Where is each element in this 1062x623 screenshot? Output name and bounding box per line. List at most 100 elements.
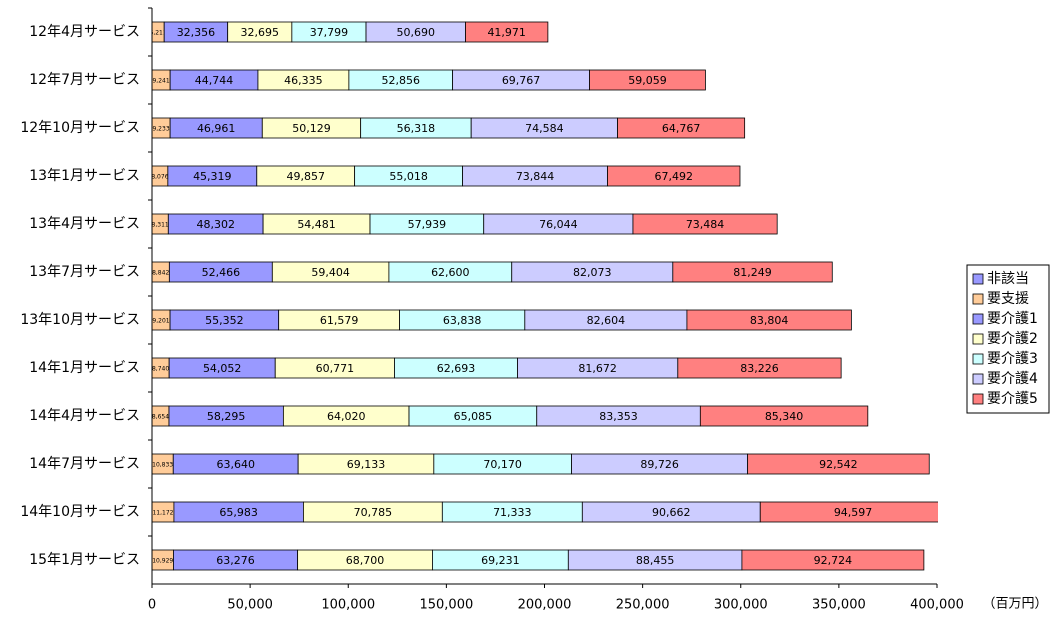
data-label: 50,129: [292, 122, 331, 135]
data-label: 64,767: [662, 122, 701, 135]
data-label: 73,844: [516, 170, 555, 183]
data-label: 65,085: [454, 410, 493, 423]
data-label: 52,856: [381, 74, 420, 87]
data-label: 46,961: [197, 122, 236, 135]
unit-label: （百万円）: [982, 597, 1047, 612]
bar-segment: [747, 453, 930, 475]
x-tick-label: 0: [148, 598, 156, 613]
legend-swatch: [972, 313, 984, 325]
data-label: 83,804: [750, 314, 789, 327]
data-label: 63,640: [216, 458, 255, 471]
data-label: 83,226: [740, 362, 779, 375]
legend-label: 要介護1: [987, 311, 1038, 327]
data-label: 32,695: [241, 26, 280, 39]
x-tick-label: 250,000: [616, 598, 670, 613]
data-label: 60,771: [316, 362, 355, 375]
legend-swatch: [972, 393, 984, 405]
data-label: 63,838: [443, 314, 482, 327]
data-label: 57,939: [408, 218, 447, 231]
data-label: 81,672: [578, 362, 617, 375]
plot-area: 6,211 32,356 32,695 37,799 50,690 41,971 9,241…: [151, 21, 938, 571]
data-label: 59,404: [311, 266, 350, 279]
data-label: 8,740: [152, 366, 169, 373]
data-label: 94,597: [834, 506, 873, 519]
y-tick-label: 14年1月サービス: [29, 360, 140, 376]
bar-segment: [686, 309, 852, 331]
data-label: 83,353: [599, 410, 638, 423]
legend-swatch: [972, 273, 984, 285]
data-label: 73,484: [686, 218, 725, 231]
y-tick-label: 12年10月サービス: [20, 120, 140, 136]
legend-swatch: [972, 373, 984, 385]
y-tick-label: 14年4月サービス: [29, 408, 140, 424]
data-label: 9,233: [152, 126, 169, 133]
y-tick-label: 13年7月サービス: [29, 264, 140, 280]
data-label: 8,311: [152, 222, 169, 229]
data-label: 85,340: [765, 410, 804, 423]
bar-segment: [617, 117, 746, 139]
y-tick-label: 14年10月サービス: [20, 504, 140, 520]
data-label: 92,542: [819, 458, 858, 471]
bar-segment: [465, 21, 549, 43]
y-tick-label: 12年4月サービス: [29, 24, 140, 40]
data-label: 88,455: [636, 554, 675, 567]
data-label: 70,170: [483, 458, 522, 471]
data-label: 11,172: [152, 510, 173, 517]
bar-segment: [759, 501, 938, 523]
data-label: 71,333: [493, 506, 532, 519]
bar-segment: [677, 357, 842, 379]
x-tick-label: 50,000: [227, 598, 273, 613]
data-label: 32,356: [177, 26, 216, 39]
data-label: 46,335: [284, 74, 323, 87]
data-label: 54,481: [297, 218, 336, 231]
y-tick-label: 13年10月サービス: [20, 312, 140, 328]
x-tick-label: 400,000: [910, 598, 964, 613]
x-tick-label: 150,000: [419, 598, 473, 613]
bar-segment: [589, 69, 706, 91]
data-label: 55,352: [205, 314, 244, 327]
data-label: 81,249: [733, 266, 772, 279]
bar-segment: [672, 261, 833, 283]
data-label: 54,052: [203, 362, 242, 375]
bar-segment: [607, 165, 741, 187]
data-label: 10,833: [152, 462, 173, 469]
data-label: 52,466: [202, 266, 241, 279]
data-label: 10,929: [152, 558, 173, 565]
data-label: 89,726: [640, 458, 679, 471]
data-label: 62,600: [431, 266, 470, 279]
data-label: 63,276: [216, 554, 255, 567]
data-label: 8,654: [152, 414, 169, 421]
legend-label: 要介護4: [987, 371, 1038, 387]
data-label: 41,971: [487, 26, 526, 39]
legend-label: 要支援: [987, 291, 1029, 307]
y-tick-label: 14年7月サービス: [29, 456, 140, 472]
data-label: 8,076: [151, 174, 168, 181]
data-label: 55,018: [389, 170, 428, 183]
legend-label: 要介護2: [987, 331, 1038, 347]
data-label: 64,020: [327, 410, 366, 423]
legend-swatch: [972, 353, 984, 365]
data-label: 62,693: [437, 362, 476, 375]
data-label: 69,767: [502, 74, 541, 87]
data-label: 82,073: [573, 266, 612, 279]
data-label: 61,579: [320, 314, 359, 327]
y-tick-label: 13年4月サービス: [29, 216, 140, 232]
x-tick-label: 100,000: [321, 598, 375, 613]
legend-swatch: [972, 293, 984, 305]
data-label: 49,857: [286, 170, 325, 183]
data-label: 70,785: [354, 506, 393, 519]
data-label: 74,584: [525, 122, 564, 135]
x-tick-label: 350,000: [812, 598, 866, 613]
data-label: 90,662: [652, 506, 691, 519]
data-label: 50,690: [397, 26, 436, 39]
data-label: 56,318: [397, 122, 436, 135]
data-label: 69,133: [347, 458, 386, 471]
bar-segment: [699, 405, 869, 427]
data-label: 69,231: [481, 554, 520, 567]
legend-label: 非該当: [987, 271, 1029, 287]
x-tick-label: 300,000: [714, 598, 768, 613]
data-label: 8,842: [152, 270, 169, 277]
data-label: 9,241: [152, 78, 169, 85]
y-tick-label: 15年1月サービス: [29, 552, 140, 568]
x-tick-label: 200,000: [518, 598, 572, 613]
